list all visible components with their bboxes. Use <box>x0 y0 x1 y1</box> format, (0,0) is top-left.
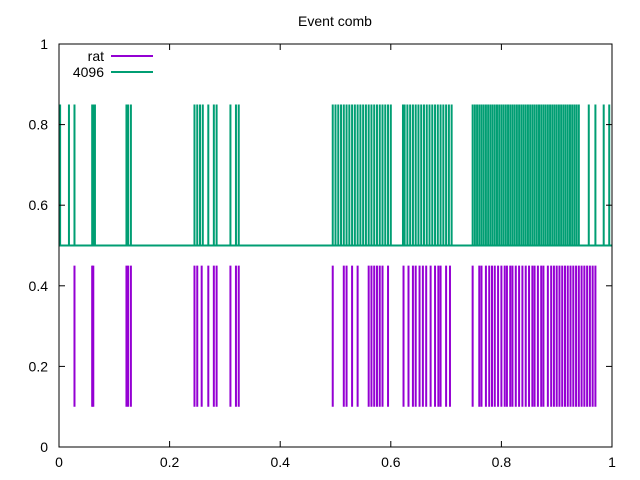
y-tick-label: 0 <box>40 439 48 455</box>
series-rat <box>73 265 597 407</box>
y-tick-label: 0.4 <box>29 278 49 294</box>
series-4096 <box>59 104 611 246</box>
x-tick-label: 0.8 <box>492 454 512 470</box>
plot-frame <box>58 43 613 448</box>
x-tick-label: 0 <box>55 454 63 470</box>
series-layer <box>59 104 611 407</box>
legend: rat 4096 <box>73 48 153 80</box>
y-tick-label: 1 <box>40 36 48 52</box>
chart-title: Event comb <box>298 13 372 29</box>
x-tick-label: 0.6 <box>381 454 401 470</box>
y-tick-label: 0.8 <box>29 117 49 133</box>
legend-label-rat: rat <box>88 48 104 64</box>
x-tick-label: 1 <box>608 454 616 470</box>
legend-label-4096: 4096 <box>73 64 104 80</box>
y-tick-label: 0.2 <box>29 358 49 374</box>
axes-layer: 0 0.2 0.4 0.6 0.8 1 0 0.2 0.4 0.6 0.8 1 <box>29 36 617 470</box>
x-tick-label: 0.4 <box>270 454 290 470</box>
y-tick-label: 0.6 <box>29 197 49 213</box>
x-tick-label: 0.2 <box>160 454 180 470</box>
